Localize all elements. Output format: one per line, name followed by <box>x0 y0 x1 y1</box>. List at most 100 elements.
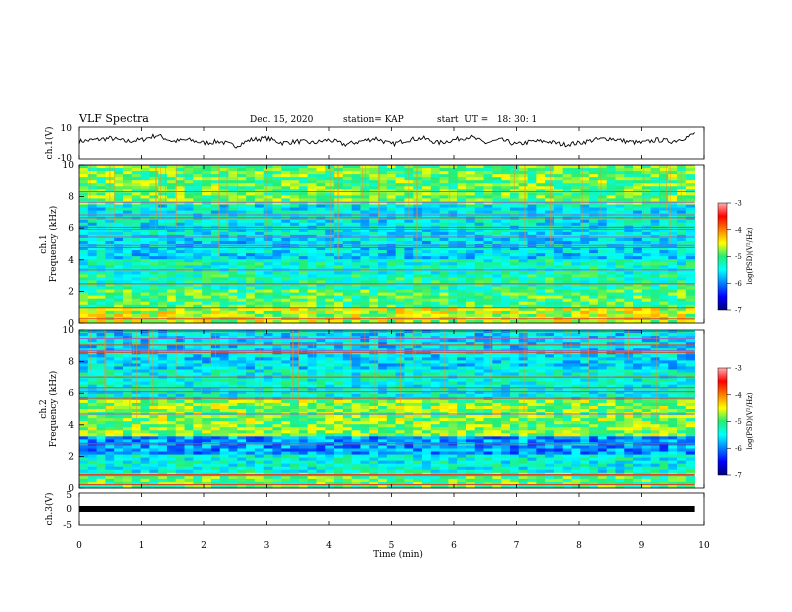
spectrogram-cell <box>158 310 168 315</box>
spectrogram-cell <box>448 363 458 367</box>
spectrogram-cell <box>149 240 159 245</box>
spectrogram-cell <box>140 183 150 187</box>
spectrogram-cell <box>430 237 440 242</box>
spectrogram-cell <box>378 366 388 370</box>
spectrogram-cell <box>633 265 643 269</box>
spectrogram-cell <box>483 381 493 386</box>
spectrogram-cell <box>184 381 194 386</box>
spectrogram-cell <box>114 219 124 224</box>
spectrogram-cell <box>571 183 581 187</box>
spectrogram-cell <box>421 339 432 343</box>
spectrogram-cell <box>281 354 291 358</box>
spectrogram-cell <box>149 381 159 386</box>
spectrogram-cell <box>210 310 221 315</box>
spectrogram-cell <box>290 363 300 367</box>
spectrogram-cell <box>325 210 335 215</box>
spectrogram-cell <box>122 372 133 376</box>
spectrogram-cell <box>166 168 177 172</box>
spectrogram-cell <box>395 265 405 269</box>
spectrogram-cell <box>536 259 546 263</box>
spectrogram-cell <box>237 313 247 318</box>
spectrogram-cell <box>184 192 194 196</box>
spectrogram-cell <box>184 369 194 373</box>
spectrogram-cell <box>210 259 221 263</box>
spectrogram-cell <box>518 354 528 358</box>
spectrogram-cell <box>254 165 265 169</box>
spectrogram-cell <box>166 310 177 315</box>
spectrogram-cell <box>96 339 106 343</box>
spectrogram-cell <box>624 366 634 370</box>
spectrogram-cell <box>316 204 326 208</box>
spectrogram-cell <box>131 295 141 300</box>
spectrogram-cell <box>228 289 238 294</box>
spectrogram-cell <box>272 378 282 383</box>
spectrogram-cell <box>685 313 696 318</box>
spectrogram-cell <box>272 336 282 340</box>
spectrogram-cell <box>228 210 238 215</box>
spectrogram-cell <box>360 274 370 278</box>
spectrogram-cell <box>465 277 476 281</box>
spectrogram-cell <box>131 307 141 312</box>
spectrogram-cell <box>685 271 696 275</box>
spectrogram-cell <box>342 289 353 294</box>
spectrogram-cell <box>457 247 467 251</box>
spectrogram-cell <box>615 274 625 278</box>
spectrogram-cell <box>492 363 502 367</box>
spectrogram-cell <box>677 186 687 190</box>
spectrogram-cell <box>378 298 388 303</box>
spectrogram-cell <box>307 378 317 383</box>
spectrogram-cell <box>536 195 546 199</box>
spectrogram-cell <box>202 381 212 386</box>
spectrogram-cell <box>650 319 660 324</box>
spectrogram-cell <box>659 231 669 236</box>
spectrogram-cell <box>483 310 493 315</box>
spectrogram-cell <box>122 198 133 202</box>
figure-title: VLF Spectra <box>78 112 149 125</box>
spectrogram-cell <box>228 381 238 386</box>
spectrogram-cell <box>386 262 396 266</box>
spectrogram-cell <box>202 168 212 172</box>
spectrogram-cell <box>114 210 124 215</box>
spectrogram-cell <box>96 262 106 266</box>
spectrogram-cell <box>624 219 634 224</box>
spectrogram-cell <box>96 336 106 340</box>
spectrogram-cell <box>413 378 423 383</box>
spectrogram-cell <box>149 366 159 370</box>
spectrogram-cell <box>360 360 370 364</box>
spectrogram-cell <box>87 259 97 263</box>
spectrogram-cell <box>439 168 449 172</box>
spectrogram-cell <box>439 298 449 303</box>
spectrogram-cell <box>281 186 291 190</box>
spectrogram-cell <box>536 354 546 358</box>
spectrogram-cell <box>166 351 177 355</box>
spectrogram-cell <box>360 363 370 367</box>
spectrogram-cell <box>395 222 405 227</box>
spectrogram-cell <box>166 177 177 181</box>
spectrogram-cell <box>79 253 89 257</box>
spectrogram-cell <box>149 286 159 290</box>
spectrogram-cell <box>492 198 502 202</box>
spectrogram-cell <box>518 286 528 290</box>
spectrogram-cell <box>369 319 379 324</box>
spectrogram-cell <box>641 259 652 263</box>
spectrogram-cell <box>158 201 168 205</box>
spectrogram-cell <box>439 336 449 340</box>
spectrogram-cell <box>668 286 678 290</box>
spectrogram-cell <box>395 274 405 278</box>
spectrogram-cell <box>87 307 97 312</box>
spectrogram-cell <box>96 177 106 181</box>
spectrogram-cell <box>254 256 265 260</box>
spectrogram-cell <box>395 219 405 224</box>
spectrogram-cell <box>518 342 528 346</box>
spectrogram-cell <box>246 351 256 355</box>
spectrogram-cell <box>553 277 564 281</box>
spectrogram-cell <box>606 201 616 205</box>
spectrogram-cell <box>633 253 643 257</box>
spectrogram-cell <box>290 265 300 269</box>
spectrogram-cell <box>545 333 555 337</box>
spectrogram-cell <box>342 345 353 349</box>
spectrogram-cell <box>202 301 212 306</box>
spectrogram-cell <box>597 168 608 172</box>
spectrogram-cell <box>131 289 141 294</box>
spectrogram-cell <box>96 171 106 175</box>
